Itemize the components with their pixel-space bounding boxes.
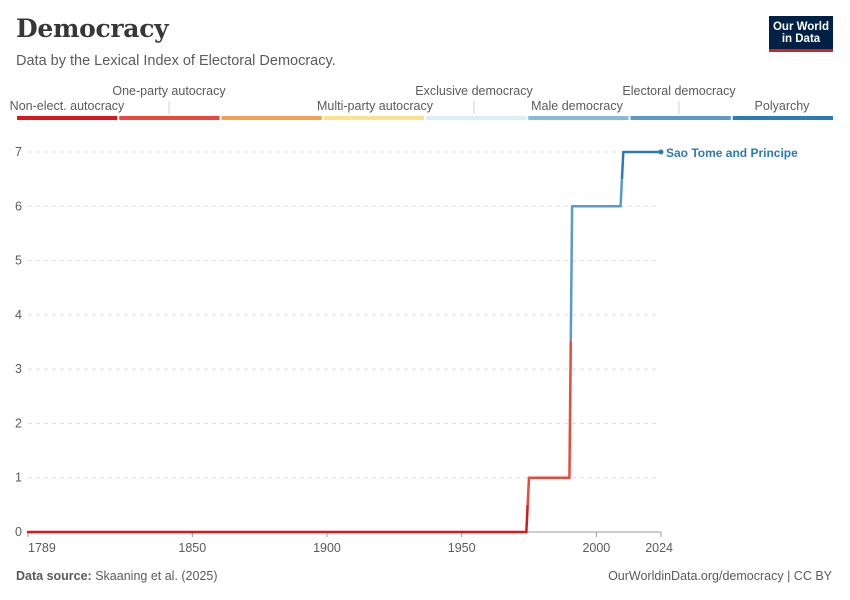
x-tick-label: 1900 [313,541,341,555]
x-tick-label: 1789 [28,541,56,555]
legend-swatch-0 [17,116,118,120]
y-axis: 0 1 2 3 4 5 6 7 [15,145,22,539]
legend-swatch-5 [528,116,629,120]
y-tick-label: 4 [15,308,22,322]
legend-swatch-7 [732,116,833,120]
x-axis: 1789 1850 1900 1950 2000 2024 [27,531,673,555]
logo-line-1: Our World [772,21,829,33]
x-tick-label: 1950 [448,541,476,555]
series-end-point[interactable] [658,149,664,155]
y-tick-label: 6 [15,199,22,213]
y-tick-label: 1 [15,471,22,485]
series-lines: Sao Tome and Principe [26,146,798,534]
legend-label-6: Polyarchy [755,99,811,113]
series-step-lower[interactable] [619,179,624,207]
y-tick-label: 5 [15,254,22,268]
source-url[interactable]: OurWorldinData.org/democracy | CC BY [608,569,832,583]
logo-line-2: in Data [781,33,821,45]
y-tick-label: 2 [15,416,22,430]
y-tick-label: 3 [15,362,22,376]
legend-swatch-2 [221,116,322,120]
data-source-label: Data source: [16,569,92,583]
series-step-upper[interactable] [620,151,625,180]
legend-label-1: One-party autocracy [112,84,226,98]
chart-title: Democracy [16,14,169,43]
series-step-upper[interactable] [569,206,574,343]
x-tick-label: 2024 [645,541,673,555]
x-tick-label: 2000 [582,541,610,555]
grid-lines [28,151,657,479]
legend-label-0: Non-elect. autocracy [10,99,125,113]
legend-swatch-6 [630,116,731,120]
y-tick-label: 0 [15,525,22,539]
y-tick-label: 7 [15,145,22,159]
data-source-text: Skaaning et al. (2025) [95,569,218,583]
legend-label-4: Male democracy [531,99,623,113]
legend-label-5: Electoral democracy [622,84,736,98]
chart-subtitle: Data by the Lexical Index of Electoral D… [16,53,336,69]
owid-logo[interactable]: Our World in Data [769,16,833,52]
x-tick-label: 1850 [178,541,206,555]
legend-swatch-1 [119,116,220,120]
series-step-lower[interactable] [525,504,529,533]
legend-label-3: Exclusive democracy [415,84,533,98]
legend-swatch-3 [323,116,424,120]
series-step-lower[interactable] [568,341,573,478]
series-label[interactable]: Sao Tome and Principe [666,146,798,160]
legend-label-2: Multi-party autocracy [317,99,434,113]
legend-swatch-4 [426,116,527,120]
series-step-upper[interactable] [526,477,531,505]
data-source: Data source: Skaaning et al. (2025) [16,569,218,583]
